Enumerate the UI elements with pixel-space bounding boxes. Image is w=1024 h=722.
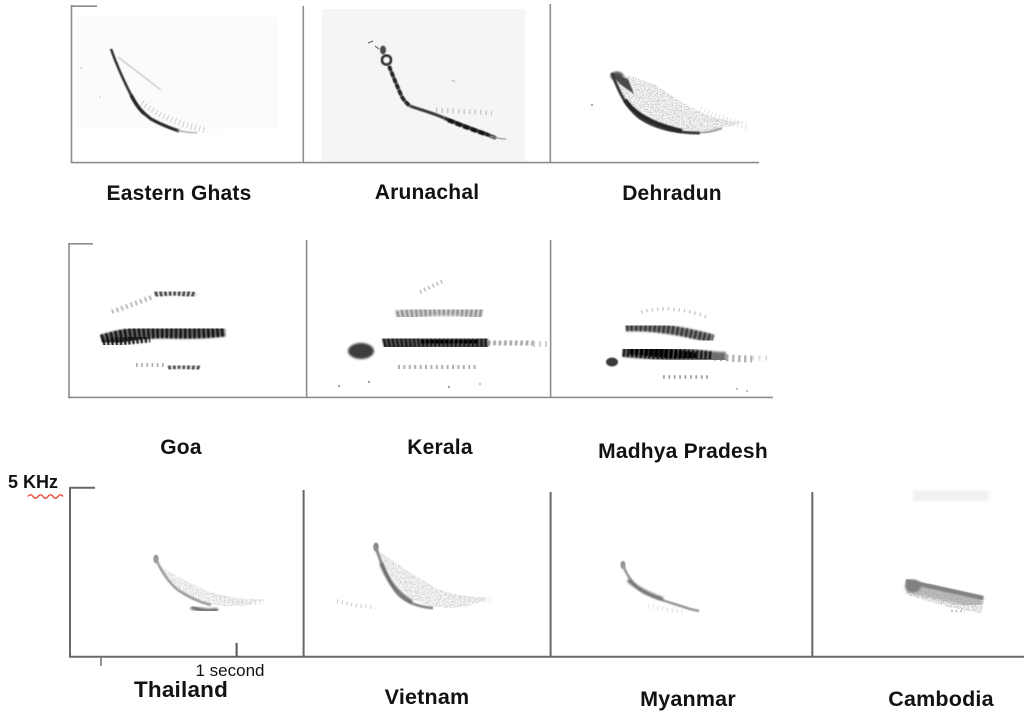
spectrogram-myanmar (620, 561, 700, 614)
panel-label-myanmar: Myanmar (640, 687, 736, 711)
panel-label-eastern-ghats: Eastern Ghats (106, 182, 252, 205)
spectrogram-madhya-pradesh (606, 307, 770, 392)
panel-label-madhya-pradesh: Madhya Pradesh (598, 440, 768, 463)
spectrogram-vietnam (336, 542, 495, 610)
frequency-scale-label: 5 KHz (8, 472, 59, 492)
panel-label-arunachal: Arunachal (374, 181, 480, 204)
row3-frame (69, 486, 1024, 666)
spectrogram-dehradun (590, 71, 749, 135)
panel-label-kerala: Kerala (407, 436, 473, 459)
row2-frame (68, 240, 773, 399)
time-scale-label: 1 second (195, 661, 265, 680)
spectrogram-goa (100, 288, 303, 373)
spectrogram-arunachal (322, 9, 525, 161)
spectrogram-eastern-ghats (76, 17, 278, 134)
spectrogram-cambodia (905, 490, 989, 613)
spectrogram-thailand (153, 554, 266, 613)
panel-label-vietnam: Vietnam (384, 685, 470, 709)
spellcheck-squiggle-icon (27, 494, 64, 499)
panel-label-dehradun: Dehradun (622, 182, 722, 205)
spectrogram-kerala (337, 279, 549, 389)
panel-label-thailand: Thailand (133, 677, 229, 702)
panel-label-cambodia: Cambodia (888, 687, 994, 711)
panel-label-goa: Goa (160, 436, 202, 459)
row1-frame (70, 4, 759, 164)
